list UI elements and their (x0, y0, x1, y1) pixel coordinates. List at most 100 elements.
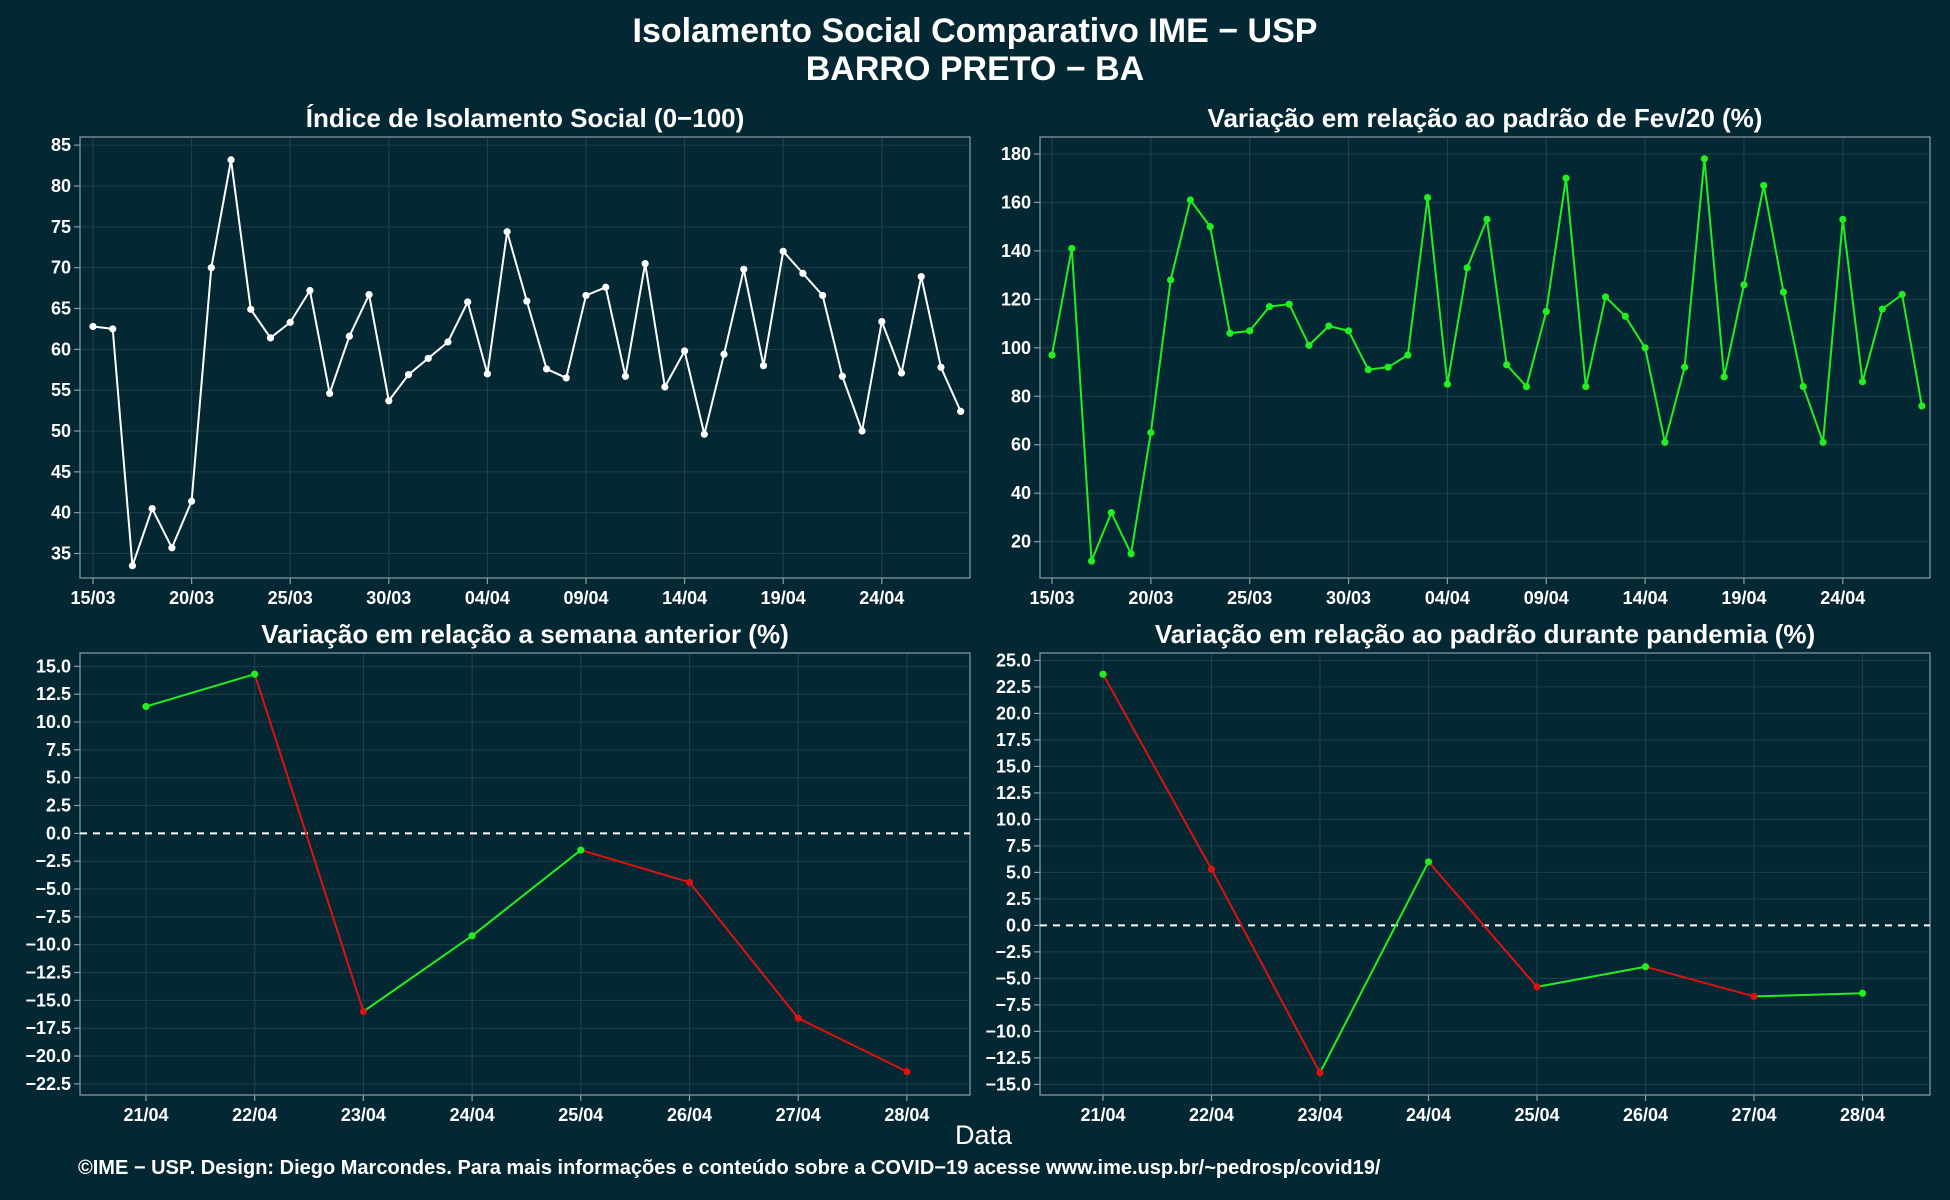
series-segment (1110, 512, 1132, 555)
series-segment (1584, 296, 1607, 387)
x-tick-label: 09/04 (563, 588, 608, 608)
data-point (1424, 858, 1433, 866)
series-segment (1645, 965, 1755, 998)
y-tick-label: 20 (1011, 532, 1031, 552)
data-point (1068, 244, 1076, 253)
series-segment (1861, 308, 1884, 382)
data-point (464, 298, 472, 306)
y-tick-label: −5.0 (995, 968, 1031, 988)
data-point (483, 370, 491, 378)
series-segment (644, 263, 666, 388)
data-point (404, 371, 413, 379)
series-segment (1387, 354, 1409, 369)
y-tick-label: 35 (51, 544, 71, 564)
x-tick-label: 23/04 (341, 1105, 386, 1125)
data-point (1740, 281, 1748, 289)
y-tick-label: −2.5 (995, 942, 1031, 962)
x-tick-label: 25/04 (558, 1105, 603, 1125)
data-point (858, 427, 866, 435)
series-segment (1288, 303, 1310, 346)
series-segment (797, 1017, 908, 1073)
data-point (897, 369, 906, 377)
data-point (838, 372, 846, 380)
data-point (359, 1007, 367, 1016)
series-segment (1248, 305, 1271, 332)
y-tick-label: −7.5 (35, 907, 71, 927)
x-axis-title: Data (955, 1120, 1013, 1150)
panel-title-indice: Índice de Isolamento Social (0−100) (306, 103, 745, 133)
data-point (1533, 983, 1541, 991)
y-tick-label: −7.5 (995, 995, 1031, 1015)
y-tick-label: −20.0 (25, 1046, 71, 1066)
x-tick-label: 14/04 (1623, 588, 1668, 608)
x-tick-label: 19/04 (1721, 588, 1766, 608)
series-segment (145, 673, 255, 708)
y-tick-label: 7.5 (46, 740, 71, 760)
data-point (266, 334, 275, 342)
x-tick-label: 21/04 (123, 1105, 168, 1125)
y-tick-label: 60 (51, 339, 71, 359)
series-segment (821, 295, 844, 377)
y-tick-label: 60 (1011, 435, 1031, 455)
series-segment (1406, 197, 1429, 356)
x-tick-label: 25/04 (1514, 1105, 1559, 1125)
data-point (602, 283, 610, 291)
data-point (794, 1014, 802, 1022)
y-tick-label: 80 (51, 176, 71, 196)
x-tick-label: 04/04 (1425, 588, 1470, 608)
x-tick-label: 28/04 (1840, 1105, 1885, 1125)
y-tick-label: 10.0 (36, 712, 71, 732)
series-segment (861, 321, 883, 432)
data-point (1918, 402, 1926, 410)
y-tick-label: −15.0 (985, 1074, 1031, 1094)
y-tick-label: −12.5 (985, 1048, 1031, 1068)
series-segment (447, 301, 469, 343)
data-point (188, 497, 196, 505)
data-point (759, 362, 768, 370)
y-tick-label: 17.5 (996, 730, 1031, 750)
x-tick-label: 04/04 (465, 588, 510, 608)
x-tick-label: 20/03 (1128, 588, 1173, 608)
x-tick-label: 14/04 (662, 588, 707, 608)
footer-credits: ©IME − USP. Design: Diego Marcondes. Par… (78, 1157, 1381, 1179)
x-tick-label: 27/04 (776, 1105, 821, 1125)
y-tick-label: 50 (51, 421, 71, 441)
y-tick-label: 65 (51, 299, 71, 319)
data-point (1316, 1069, 1324, 1077)
data-point (685, 878, 694, 886)
y-tick-label: 2.5 (46, 796, 71, 816)
data-point (1246, 327, 1254, 335)
x-tick-label: 22/04 (1189, 1105, 1234, 1125)
series-segment (1545, 178, 1568, 312)
data-point (1641, 963, 1650, 971)
page-subtitle: BARRO PRETO − BA (805, 50, 1145, 88)
data-point (740, 265, 748, 273)
series-segment (1802, 386, 1824, 443)
data-point (957, 407, 965, 415)
series-segment (1090, 512, 1113, 562)
data-point (1325, 322, 1333, 330)
y-tick-label: −2.5 (35, 851, 71, 871)
series-segment (269, 321, 291, 339)
panel-frame-indice (79, 136, 971, 579)
series-segment (1762, 185, 1785, 293)
series-segment (1051, 248, 1073, 356)
y-tick-label: 20.0 (996, 703, 1031, 723)
series-segment (1841, 219, 1864, 382)
series-segment (900, 276, 923, 374)
data-point (1186, 196, 1194, 204)
panel-frame-pandemia (1039, 652, 1931, 1096)
data-point (1542, 307, 1550, 316)
data-point (1522, 382, 1531, 391)
y-tick-label: 80 (1011, 386, 1031, 406)
data-point (1858, 378, 1867, 386)
data-point (1621, 312, 1629, 320)
data-point (1760, 181, 1768, 190)
y-tick-label: 5.0 (46, 768, 71, 788)
data-point (468, 932, 476, 940)
x-tick-label: 09/04 (1524, 588, 1569, 608)
y-tick-label: 180 (1001, 144, 1031, 164)
series-segment (546, 368, 567, 379)
x-tick-label: 24/04 (450, 1105, 495, 1125)
series-segment (388, 374, 410, 402)
